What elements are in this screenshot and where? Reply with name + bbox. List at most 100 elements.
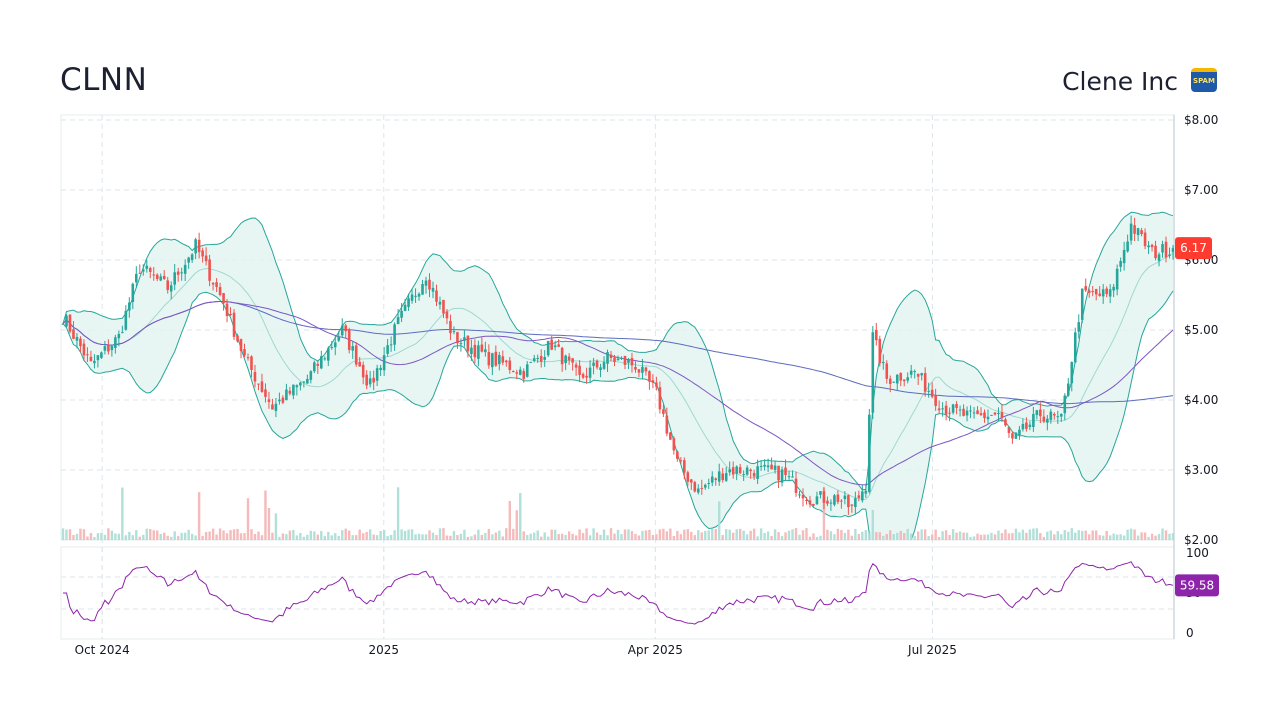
candle-body	[951, 404, 955, 413]
candle-body	[721, 473, 725, 480]
volume-bar	[899, 530, 902, 540]
volume-bar	[365, 531, 368, 540]
volume-bar	[700, 532, 703, 540]
volume-bar	[421, 534, 424, 540]
volume-bar	[822, 487, 826, 540]
volume-bar	[993, 534, 997, 540]
candle-body	[389, 344, 393, 346]
candle-body	[595, 360, 599, 368]
candle-body	[100, 352, 103, 358]
volume-bar	[871, 509, 875, 540]
candle-body	[794, 478, 798, 493]
volume-bar	[124, 535, 128, 540]
volume-bar	[1011, 533, 1014, 540]
volume-bar	[641, 530, 644, 540]
candle-body	[267, 399, 271, 403]
volume-bar	[798, 534, 801, 540]
volume-bar	[512, 528, 515, 540]
volume-bar	[204, 531, 208, 540]
candle-body	[1119, 261, 1122, 267]
candle-body	[1154, 245, 1157, 259]
candle-body	[934, 395, 937, 406]
candle-body	[320, 356, 323, 369]
volume-bar	[337, 535, 340, 540]
candle-body	[1136, 228, 1140, 236]
last-price-label: 6.17	[1180, 241, 1207, 255]
candle-body	[264, 389, 267, 397]
volume-bar	[515, 510, 518, 540]
candle-body	[920, 373, 923, 376]
volume-bar	[665, 531, 669, 540]
candle-body	[567, 356, 571, 361]
candle-body	[114, 337, 117, 349]
volume-bar	[742, 530, 745, 540]
volume-bar	[634, 533, 637, 540]
candle-body	[166, 280, 170, 290]
volume-bar	[375, 535, 379, 540]
candle-body	[710, 476, 714, 483]
volume-bar	[330, 535, 333, 540]
volume-bar	[299, 532, 302, 540]
volume-bar	[1105, 530, 1108, 540]
candle-body	[763, 464, 766, 467]
candle-body	[330, 347, 334, 349]
candle-body	[574, 364, 578, 368]
candle-body	[65, 315, 68, 327]
volume-bar	[1032, 528, 1035, 540]
price-pane-frame	[60, 114, 1175, 541]
volume-bar	[152, 530, 155, 540]
volume-bar	[1000, 533, 1004, 540]
candle-body	[791, 476, 794, 478]
candle-body	[592, 362, 595, 366]
candle-body	[798, 494, 801, 496]
candle-body	[452, 331, 456, 333]
volume-bar	[274, 513, 278, 540]
candle-body	[487, 352, 491, 366]
candle-body	[525, 364, 529, 377]
candle-body	[243, 349, 246, 356]
volume-bar	[1056, 531, 1060, 540]
candle-body	[784, 467, 787, 476]
candle-body	[773, 465, 777, 470]
candle-body	[187, 257, 190, 263]
candle-body	[714, 478, 718, 480]
volume-bar	[264, 490, 267, 540]
volume-bar	[616, 529, 620, 540]
volume-bar	[142, 534, 145, 540]
candle-body	[969, 410, 972, 412]
ticker-symbol: CLNN	[60, 62, 148, 98]
volume-bar	[442, 528, 445, 540]
volume-bar	[662, 528, 665, 540]
candle-body	[508, 360, 512, 370]
volume-bar	[819, 535, 822, 540]
volume-bar	[1150, 533, 1154, 540]
volume-bar	[1129, 528, 1133, 540]
candle-body	[197, 239, 201, 253]
volume-bar	[236, 528, 239, 540]
volume-bar	[1091, 530, 1094, 540]
volume-bar	[117, 533, 121, 540]
candle-body	[131, 283, 135, 303]
candle-body	[857, 495, 861, 498]
volume-bar	[990, 532, 993, 540]
volume-bar	[749, 530, 752, 540]
candle-body	[955, 404, 958, 408]
volume-bar	[1164, 530, 1168, 540]
volume-bar	[183, 532, 187, 540]
candle-body	[477, 345, 480, 359]
volume-bar	[173, 531, 176, 540]
volume-bar	[791, 529, 794, 540]
volume-bar	[491, 534, 494, 540]
candle-body	[278, 399, 281, 402]
bollinger-upper-line	[62, 211, 1174, 491]
candle-body	[766, 465, 770, 468]
volume-bar	[466, 536, 470, 540]
volume-bar	[1021, 529, 1025, 540]
candle-body	[756, 466, 759, 480]
candle-body	[588, 367, 592, 378]
volume-bar	[756, 536, 759, 540]
candle-body	[1171, 248, 1174, 253]
volume-bar	[1088, 534, 1091, 540]
candle-body	[703, 484, 707, 488]
